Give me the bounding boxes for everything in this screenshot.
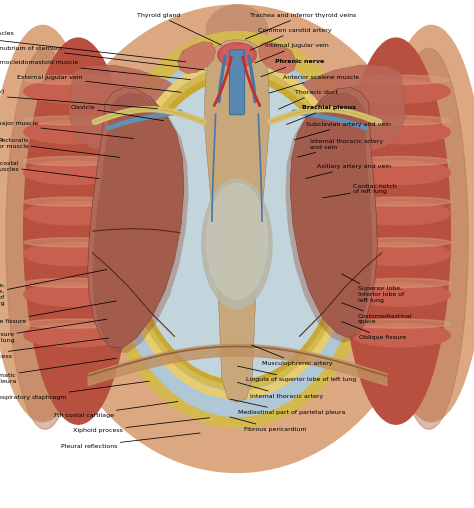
Text: 7th costal cartilage: 7th costal cartilage bbox=[53, 401, 178, 418]
Ellipse shape bbox=[24, 202, 123, 225]
Text: Sternocleidomastoid muscle: Sternocleidomastoid muscle bbox=[0, 60, 191, 80]
Text: Oblique fissure: Oblique fissure bbox=[342, 322, 406, 340]
Polygon shape bbox=[92, 92, 189, 353]
Ellipse shape bbox=[390, 48, 468, 429]
Ellipse shape bbox=[24, 238, 123, 247]
Polygon shape bbox=[178, 42, 216, 74]
Ellipse shape bbox=[43, 5, 431, 472]
Ellipse shape bbox=[351, 161, 450, 184]
Ellipse shape bbox=[351, 75, 450, 84]
Text: Clavicle: Clavicle bbox=[70, 105, 164, 121]
Ellipse shape bbox=[198, 5, 276, 78]
Text: Subclavian artery and vein: Subclavian artery and vein bbox=[294, 122, 391, 140]
Polygon shape bbox=[290, 87, 377, 338]
Text: Cardiac notch
of left lung: Cardiac notch of left lung bbox=[323, 183, 397, 198]
Ellipse shape bbox=[351, 116, 450, 125]
Text: Superior lobe,
Middle lobe,
Inferior lobe of
right lung: Superior lobe, Middle lobe, Inferior lob… bbox=[0, 270, 107, 306]
Ellipse shape bbox=[0, 25, 97, 422]
Text: Intercostal
muscles: Intercostal muscles bbox=[0, 161, 99, 179]
Ellipse shape bbox=[351, 120, 450, 144]
Text: Pleural reflections: Pleural reflections bbox=[61, 433, 200, 449]
Ellipse shape bbox=[95, 31, 379, 428]
Text: Oblique fissure: Oblique fissure bbox=[0, 301, 116, 324]
Ellipse shape bbox=[341, 38, 450, 424]
Text: Musculophrenic artery: Musculophrenic artery bbox=[252, 345, 332, 366]
Ellipse shape bbox=[24, 197, 123, 206]
Text: Phrenic nerve: Phrenic nerve bbox=[261, 59, 324, 77]
Text: Superior lobe,
Inferior lobe of
left lung: Superior lobe, Inferior lobe of left lun… bbox=[342, 274, 404, 303]
Text: Thoracic duct: Thoracic duct bbox=[279, 90, 338, 109]
Text: Axillary artery and vein: Axillary artery and vein bbox=[306, 164, 391, 178]
Ellipse shape bbox=[24, 324, 123, 347]
Ellipse shape bbox=[24, 161, 123, 184]
Ellipse shape bbox=[24, 75, 123, 84]
Ellipse shape bbox=[207, 183, 267, 299]
Ellipse shape bbox=[206, 5, 268, 56]
Text: Trachea and inferior thyroid veins: Trachea and inferior thyroid veins bbox=[246, 13, 356, 39]
Ellipse shape bbox=[24, 38, 133, 424]
Text: External jugular vein: External jugular vein bbox=[18, 75, 181, 92]
Ellipse shape bbox=[351, 197, 450, 206]
Text: Costodiaphragmatic recess: Costodiaphragmatic recess bbox=[0, 338, 109, 359]
Polygon shape bbox=[282, 65, 405, 153]
Text: Manubrium of sternum: Manubrium of sternum bbox=[0, 46, 205, 70]
Ellipse shape bbox=[24, 80, 123, 103]
Text: Pectoralis
minor muscle: Pectoralis minor muscle bbox=[0, 138, 119, 157]
Text: Lingula of superior lobe of left lung: Lingula of superior lobe of left lung bbox=[237, 366, 356, 383]
Ellipse shape bbox=[351, 283, 450, 306]
Ellipse shape bbox=[24, 116, 123, 125]
Text: Costomediastinal
space: Costomediastinal space bbox=[342, 303, 412, 325]
Ellipse shape bbox=[133, 80, 341, 379]
Ellipse shape bbox=[351, 324, 450, 347]
Ellipse shape bbox=[6, 48, 84, 429]
Text: Internal thoracic artery: Internal thoracic artery bbox=[237, 383, 324, 399]
Polygon shape bbox=[285, 92, 373, 343]
Ellipse shape bbox=[377, 25, 474, 422]
Ellipse shape bbox=[351, 238, 450, 247]
Ellipse shape bbox=[222, 45, 240, 65]
Ellipse shape bbox=[351, 156, 450, 166]
Text: Omohyoid, sternothyroid, and sternohyoid muscles: Omohyoid, sternothyroid, and sternohyoid… bbox=[0, 30, 186, 62]
Ellipse shape bbox=[351, 242, 450, 266]
Ellipse shape bbox=[24, 278, 123, 288]
Text: Thyroid gland: Thyroid gland bbox=[137, 13, 221, 45]
Ellipse shape bbox=[109, 51, 365, 417]
Ellipse shape bbox=[24, 319, 123, 328]
Ellipse shape bbox=[218, 43, 256, 67]
Text: Anterior scalene muscle: Anterior scalene muscle bbox=[269, 75, 360, 93]
Text: Mediastinal part of parietal pleura: Mediastinal part of parietal pleura bbox=[230, 399, 346, 415]
Ellipse shape bbox=[351, 319, 450, 328]
Polygon shape bbox=[69, 65, 192, 153]
Text: Horizontal fissure
of right lung: Horizontal fissure of right lung bbox=[0, 319, 107, 343]
Ellipse shape bbox=[234, 45, 252, 65]
Ellipse shape bbox=[24, 120, 123, 144]
Polygon shape bbox=[258, 42, 296, 74]
Text: Xiphoid process: Xiphoid process bbox=[73, 418, 210, 433]
Ellipse shape bbox=[351, 80, 450, 103]
Polygon shape bbox=[205, 40, 269, 402]
Text: Internal thoracic artery
and vein: Internal thoracic artery and vein bbox=[298, 139, 384, 157]
Ellipse shape bbox=[24, 283, 123, 306]
Text: Fibrous pericardium: Fibrous pericardium bbox=[230, 417, 307, 432]
Ellipse shape bbox=[351, 278, 450, 288]
Polygon shape bbox=[88, 87, 184, 348]
Text: Brachial plexus: Brachial plexus bbox=[287, 105, 356, 124]
Text: Diaphragmatic
part of parietal pleura: Diaphragmatic part of parietal pleura bbox=[0, 358, 116, 384]
FancyBboxPatch shape bbox=[229, 50, 245, 115]
Ellipse shape bbox=[24, 156, 123, 166]
Ellipse shape bbox=[202, 179, 272, 308]
Text: Costal part of parietal pleura (cut away): Costal part of parietal pleura (cut away… bbox=[0, 89, 157, 109]
Text: Internal jugular vein: Internal jugular vein bbox=[255, 43, 329, 63]
Text: Pectoralis major muscle: Pectoralis major muscle bbox=[0, 121, 134, 139]
Ellipse shape bbox=[351, 202, 450, 225]
Text: Respiratory diaphragm: Respiratory diaphragm bbox=[0, 381, 149, 400]
Ellipse shape bbox=[24, 242, 123, 266]
Text: Common carotid artery: Common carotid artery bbox=[250, 28, 332, 50]
